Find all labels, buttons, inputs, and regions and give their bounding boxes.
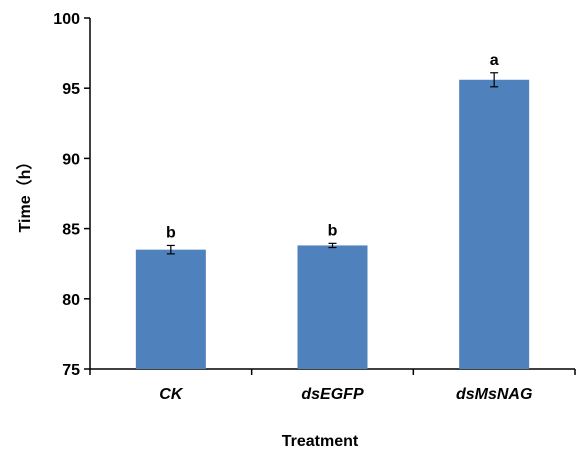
y-tick-label: 80 bbox=[62, 292, 80, 309]
y-tick-label: 100 bbox=[53, 11, 80, 28]
bars: b b a bbox=[135, 52, 530, 369]
significance-label: b bbox=[328, 222, 338, 239]
significance-label: a bbox=[490, 52, 499, 69]
y-axis-title: Time（h） bbox=[16, 154, 34, 233]
y-tick-label: 95 bbox=[62, 81, 80, 98]
y-tick-label: 85 bbox=[62, 222, 80, 239]
x-axis-title: Treatment bbox=[282, 433, 359, 450]
bar-CK bbox=[135, 249, 206, 369]
x-tick-label: CK bbox=[159, 386, 184, 403]
y-axis: 75 80 85 90 95 100 bbox=[53, 11, 91, 379]
x-axis: CK dsEGFP dsMsNAG bbox=[89, 368, 576, 403]
x-tick-label: dsEGFP bbox=[301, 386, 364, 403]
y-tick-label: 75 bbox=[62, 362, 80, 379]
y-tick-label: 90 bbox=[62, 151, 80, 168]
bar-dsEGFP bbox=[297, 245, 368, 369]
bar-dsMsNAG bbox=[459, 79, 530, 369]
x-tick-label: dsMsNAG bbox=[456, 386, 532, 403]
significance-label: b bbox=[166, 224, 176, 241]
